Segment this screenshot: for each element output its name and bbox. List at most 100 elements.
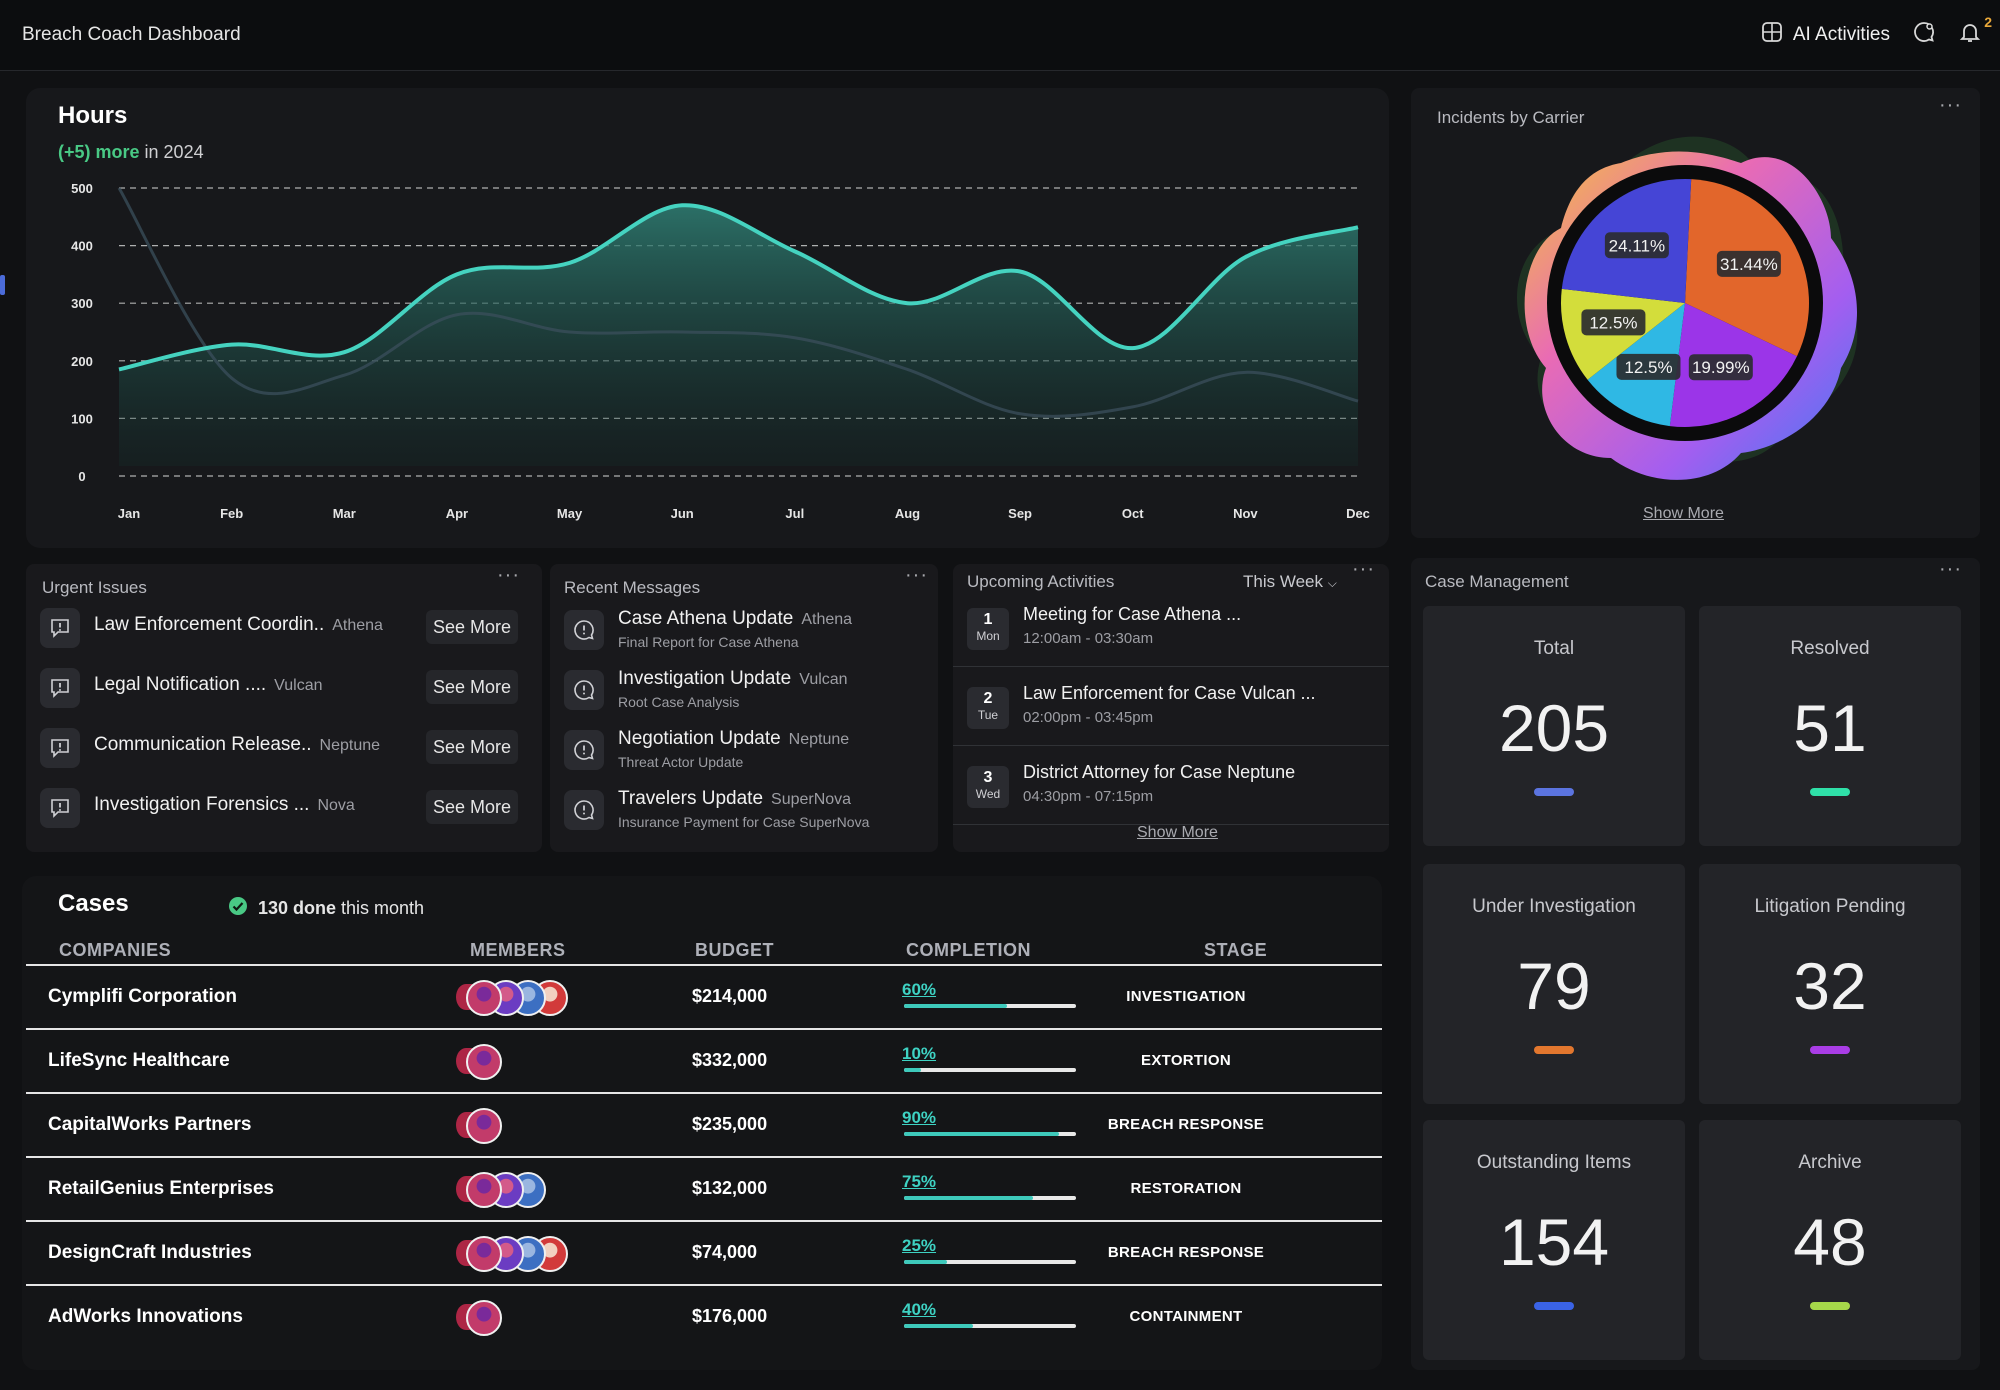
company-name: CapitalWorks Partners <box>48 1114 252 1135</box>
cases-title: Cases <box>58 890 129 917</box>
urgent-issue-item[interactable]: Law Enforcement Coordin.. Athena <box>94 614 383 636</box>
x-axis: Jan Feb Mar Apr May Jun Jul Aug Sep Oct Nov Dec <box>118 506 1370 521</box>
stat-label: Resolved <box>1790 638 1870 659</box>
col-companies[interactable]: COMPANIES <box>59 940 172 960</box>
urgent-issue-item[interactable]: Investigation Forensics ... Nova <box>94 794 355 816</box>
message-item[interactable]: Investigation Update Vulcan <box>618 668 848 690</box>
stat-value: 79 <box>1517 949 1591 1023</box>
top-bar: Breach Coach Dashboard AI Activities 2 <box>0 0 2000 71</box>
stat-accent-bar <box>1810 1302 1850 1310</box>
company-name: LifeSync Healthcare <box>48 1050 230 1071</box>
budget-value: $176,000 <box>692 1306 768 1326</box>
activity-divider <box>953 745 1389 746</box>
table-row[interactable]: DesignCraft Industries $74,000 25% BREACH R… <box>26 1220 1382 1286</box>
avatar <box>466 1300 502 1336</box>
upcoming-activities-menu-icon[interactable]: ··· <box>1352 558 1375 580</box>
activity-day: 1 Mon <box>967 608 1009 650</box>
activities-show-more[interactable]: Show More <box>1137 824 1218 841</box>
see-more-button[interactable]: See More <box>426 730 518 764</box>
stat-label: Under Investigation <box>1472 896 1636 917</box>
completion-percent: 25% <box>902 1236 937 1255</box>
chevron-down-icon: ⌵ <box>1327 576 1337 590</box>
budget-value: $235,000 <box>692 1114 768 1134</box>
table-row[interactable]: RetailGenius Enterprises $132,000 75% RESTO… <box>26 1156 1382 1222</box>
message-subtitle: Threat Actor Update <box>618 754 744 770</box>
pie-slice-label: 12.5% <box>1581 309 1646 336</box>
incidents-show-more[interactable]: Show More <box>1643 505 1724 522</box>
message-item[interactable]: Case Athena Update Athena <box>618 608 852 630</box>
avatar <box>466 1108 502 1144</box>
completion-bar-fill <box>904 1004 1007 1008</box>
stat-card[interactable]: Outstanding Items 154 <box>1423 1120 1685 1360</box>
urgent-issue-text: Investigation Forensics ... <box>94 794 310 815</box>
ai-activities-button[interactable]: AI Activities <box>1761 21 1890 49</box>
check-circle-icon <box>228 896 248 921</box>
x-tick-label: Jan <box>118 506 140 521</box>
completion-bar-fill <box>904 1260 947 1264</box>
notification-bell-icon[interactable]: 2 <box>1958 14 1992 49</box>
y-tick-label: 300 <box>71 296 93 311</box>
activity-time: 04:30pm - 07:15pm <box>1023 788 1154 805</box>
stat-card[interactable]: Litigation Pending 32 <box>1699 864 1961 1104</box>
table-row[interactable]: LifeSync Healthcare $332,000 10% EXTORTION <box>26 1028 1382 1094</box>
stat-card[interactable]: Resolved 51 <box>1699 606 1961 846</box>
message-item[interactable]: Negotiation Update Neptune <box>618 728 849 750</box>
urgent-issue-tag: Athena <box>332 617 383 634</box>
see-more-button[interactable]: See More <box>426 790 518 824</box>
table-row[interactable]: Cymplifi Corporation $214,000 60% INVESTIGA… <box>26 964 1382 1030</box>
see-more-button[interactable]: See More <box>426 670 518 704</box>
x-tick-label: Apr <box>446 506 468 521</box>
stat-label: Litigation Pending <box>1754 896 1906 917</box>
stage-label: RESTORATION <box>1130 1180 1242 1197</box>
activity-divider <box>953 666 1389 667</box>
stat-accent-bar <box>1534 1302 1574 1310</box>
incidents-menu-icon[interactable]: ··· <box>1939 94 1962 116</box>
pie-slice-label: 24.11% <box>1604 232 1669 259</box>
company-name: DesignCraft Industries <box>48 1242 252 1263</box>
y-tick-label: 200 <box>71 354 93 369</box>
table-row[interactable]: CapitalWorks Partners $235,000 90% BREACH R… <box>26 1092 1382 1158</box>
ai-activities-label: AI Activities <box>1792 23 1890 45</box>
urgent-issues-menu-icon[interactable]: ··· <box>497 564 520 586</box>
x-tick-label: Aug <box>895 506 920 521</box>
hours-series-1-line <box>118 203 1359 372</box>
incidents-pie-chart: 31.44% 19.99% 12.5% 12.5% 24.11% <box>1517 136 1858 480</box>
stat-card[interactable]: Total 205 <box>1423 606 1685 846</box>
activity-title[interactable]: Meeting for Case Athena ... <box>1023 604 1242 624</box>
see-more-button[interactable]: See More <box>426 610 518 644</box>
urgent-issue-item[interactable]: Communication Release.. Neptune <box>94 734 380 756</box>
col-budget[interactable]: BUDGET <box>695 940 774 960</box>
avatar <box>466 980 502 1016</box>
col-members[interactable]: MEMBERS <box>470 940 566 960</box>
budget-value: $74,000 <box>692 1242 758 1262</box>
stage-label: BREACH RESPONSE <box>1107 1116 1265 1133</box>
recent-messages-menu-icon[interactable]: ··· <box>905 564 928 586</box>
activity-title[interactable]: District Attorney for Case Neptune <box>1023 762 1296 782</box>
activities-filter-dropdown[interactable]: This Week ⌵ <box>1243 572 1337 592</box>
budget-value: $214,000 <box>692 986 768 1006</box>
completion-bar <box>904 1068 1076 1072</box>
x-tick-label: Mar <box>333 506 356 521</box>
stat-card[interactable]: Archive 48 <box>1699 1120 1961 1360</box>
activity-divider <box>953 824 1389 825</box>
message-item[interactable]: Travelers Update SuperNova <box>618 788 851 810</box>
urgent-issue-tag: Neptune <box>319 737 381 754</box>
alert-message-icon <box>40 608 80 648</box>
message-tag: Neptune <box>788 731 850 748</box>
svg-text:31.44%: 31.44% <box>1720 255 1778 274</box>
pie-slice-label: 12.5% <box>1616 353 1681 380</box>
chat-icon[interactable] <box>1912 20 1936 49</box>
case-management-menu-icon[interactable]: ··· <box>1939 558 1962 580</box>
table-row[interactable]: AdWorks Innovations $176,000 40% CONTAINMEN… <box>26 1284 1382 1350</box>
grid-icon <box>1761 21 1783 49</box>
case-management-title: Case Management <box>1425 572 1569 591</box>
urgent-issue-item[interactable]: Legal Notification .... Vulcan <box>94 674 322 696</box>
col-stage[interactable]: STAGE <box>1204 940 1268 960</box>
stat-card[interactable]: Under Investigation 79 <box>1423 864 1685 1104</box>
notification-count: 2 <box>1984 14 1992 30</box>
x-tick-label: May <box>557 506 583 521</box>
upcoming-activities-title: Upcoming Activities <box>967 572 1115 591</box>
completion-bar-fill <box>904 1132 1059 1136</box>
col-completion[interactable]: COMPLETION <box>906 940 1031 960</box>
activity-title[interactable]: Law Enforcement for Case Vulcan ... <box>1023 683 1316 703</box>
